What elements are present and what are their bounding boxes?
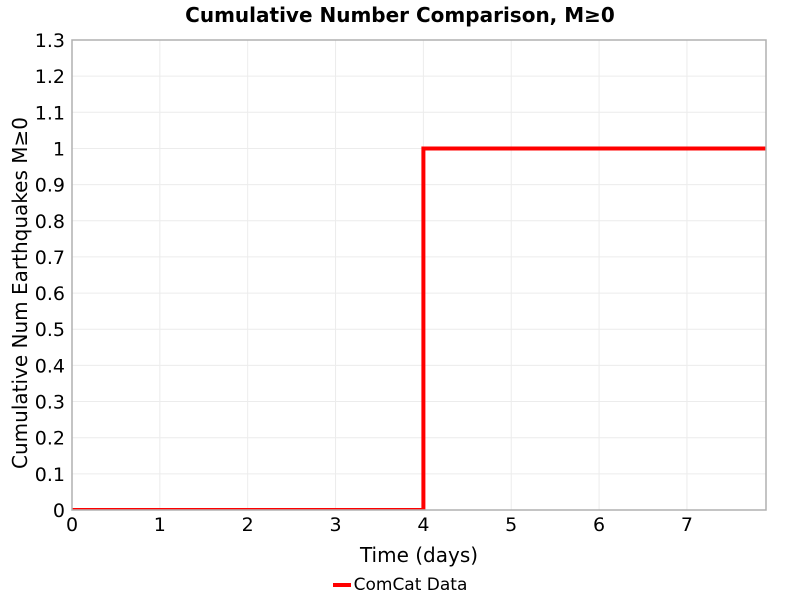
legend-label: ComCat Data xyxy=(353,575,468,595)
y-tick-label: 0.7 xyxy=(35,247,65,269)
y-tick-label: 0.8 xyxy=(35,211,65,233)
x-tick-label: 4 xyxy=(417,514,429,536)
x-tick-label: 5 xyxy=(505,514,517,536)
y-tick-label: 0 xyxy=(53,500,65,522)
y-tick-label: 1 xyxy=(53,139,65,161)
y-tick-label: 0.4 xyxy=(35,355,65,377)
x-tick-label: 0 xyxy=(66,514,78,536)
chart-title: Cumulative Number Comparison, M≥0 xyxy=(185,3,615,27)
legend: ComCat Data xyxy=(0,575,800,595)
y-tick-label: 1.3 xyxy=(35,30,65,52)
y-tick-label: 1.2 xyxy=(35,66,65,88)
y-tick-label: 0.6 xyxy=(35,283,65,305)
x-tick-label: 7 xyxy=(681,514,693,536)
y-tick-label: 0.1 xyxy=(35,464,65,486)
legend-line-marker xyxy=(332,583,351,587)
y-tick-label: 0.3 xyxy=(35,392,65,414)
comcat-data-line xyxy=(72,146,766,510)
x-axis-label: Time (days) xyxy=(359,543,479,567)
y-tick-label: 0.5 xyxy=(35,319,65,341)
y-tick-label: 0.9 xyxy=(35,175,65,197)
plot-border xyxy=(71,39,767,511)
y-tick-label: 1.1 xyxy=(35,102,65,124)
y-axis-label: Cumulative Num Earthquakes M≥0 xyxy=(8,117,32,469)
y-tick-label: 0.2 xyxy=(35,428,65,450)
x-tick-label: 3 xyxy=(329,514,341,536)
x-tick-label: 6 xyxy=(593,514,605,536)
x-tick-label: 2 xyxy=(242,514,254,536)
x-tick-label: 1 xyxy=(154,514,166,536)
